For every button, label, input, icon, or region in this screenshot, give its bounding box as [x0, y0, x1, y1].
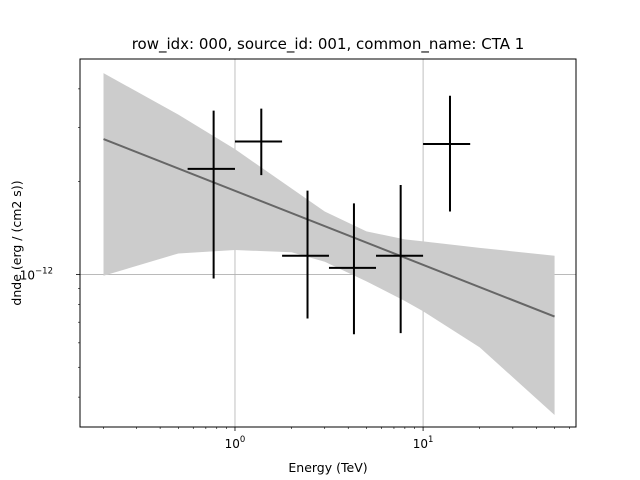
flux-point: [376, 185, 424, 334]
model-line: [103, 138, 555, 318]
model-error-band: [103, 73, 555, 415]
flux-point: [423, 95, 471, 212]
flux-point: [282, 190, 329, 319]
y-axis-label: dnde (erg / (cm2 s)): [9, 180, 24, 305]
chart-title: row_idx: 000, source_id: 001, common_nam…: [132, 35, 525, 54]
flux-point: [234, 108, 283, 176]
flux-point: [187, 110, 235, 279]
x-tick-label: 101: [413, 435, 434, 451]
flux-point: [328, 203, 377, 335]
x-axis-label: Energy (TeV): [288, 460, 367, 475]
x-tick-label: 100: [225, 435, 246, 451]
plot-area: 100 101 10−12: [20, 58, 577, 451]
axes-frame: [79, 58, 577, 428]
y-tick-label: 10−12: [20, 266, 53, 282]
